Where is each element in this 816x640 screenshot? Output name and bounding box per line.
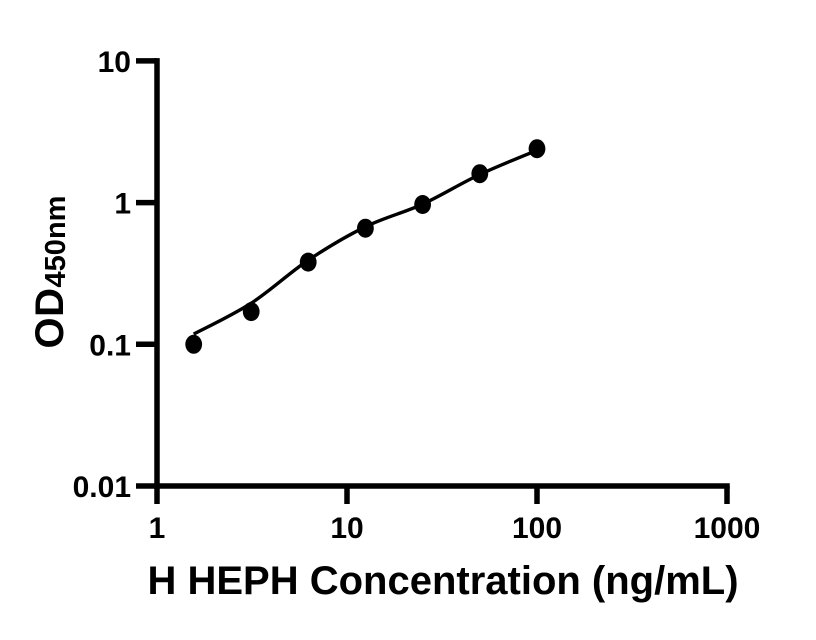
x-axis-title: H HEPH Concentration (ng/mL) bbox=[147, 559, 739, 603]
data-point-marker bbox=[185, 334, 203, 354]
y-axis-title-main: OD bbox=[28, 287, 72, 349]
data-point-marker bbox=[242, 302, 260, 322]
data-point-marker bbox=[471, 164, 489, 184]
y-axis-title-subscript: 450nm bbox=[40, 195, 72, 288]
x-tick-label: 1 bbox=[149, 512, 166, 545]
x-tick-label: 100 bbox=[512, 512, 562, 545]
y-tick-label: 0.1 bbox=[89, 329, 131, 362]
y-tick-label: 0.01 bbox=[73, 471, 131, 504]
y-tick-label: 10 bbox=[98, 46, 131, 79]
data-point-marker bbox=[414, 195, 431, 214]
x-tick-label: 10 bbox=[330, 512, 363, 545]
y-tick-label: 1 bbox=[114, 188, 131, 221]
x-tick-label: 1000 bbox=[694, 512, 761, 545]
data-point-marker bbox=[528, 139, 546, 159]
data-point-marker bbox=[357, 218, 374, 238]
y-axis-title: OD450nm bbox=[28, 195, 72, 349]
data-point-marker bbox=[299, 252, 317, 272]
